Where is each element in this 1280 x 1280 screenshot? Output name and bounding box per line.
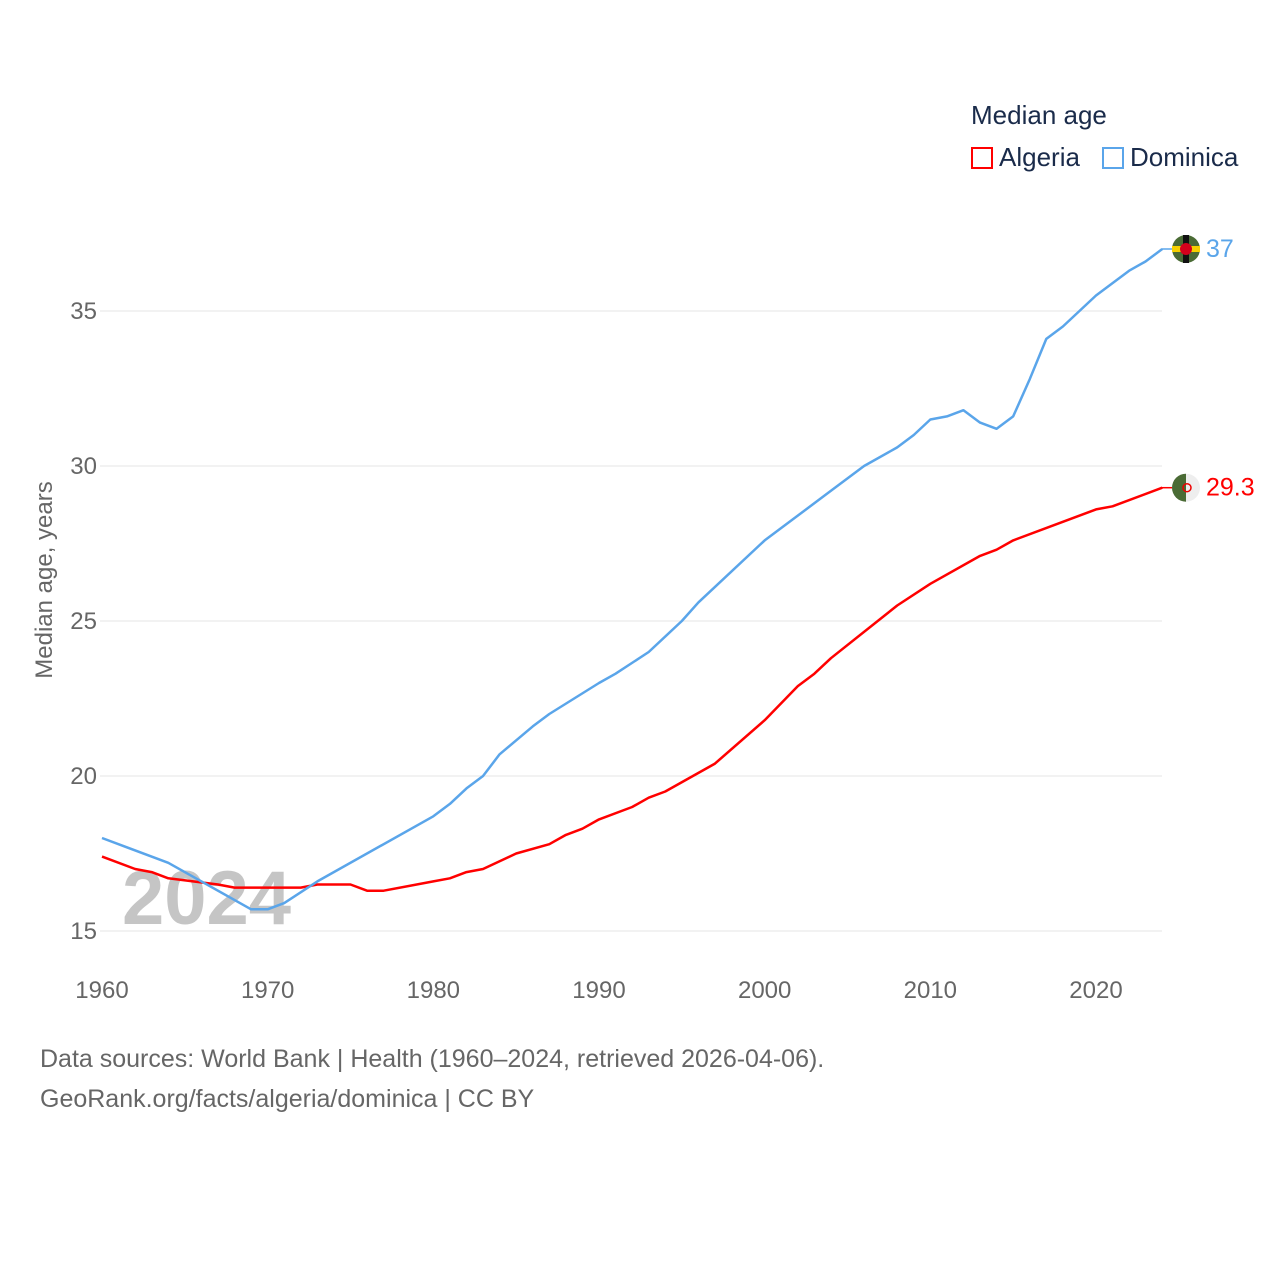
legend-swatch (971, 146, 993, 169)
data-source-note: Data sources: World Bank | Health (1960–… (40, 1045, 825, 1073)
y-tick-label: 30 (70, 453, 97, 480)
y-tick-label: 25 (70, 608, 97, 635)
year-watermark: 2024 (122, 856, 291, 941)
legend-item-dominica[interactable]: Dominica (1102, 142, 1238, 173)
legend-item-algeria[interactable]: Algeria (971, 142, 1080, 173)
y-axis-label: Median age, years (31, 481, 58, 678)
legend-label: Dominica (1130, 142, 1239, 172)
legend-label: Algeria (999, 142, 1080, 172)
end-value-label: 37 (1206, 235, 1234, 263)
x-tick-label: 1960 (75, 977, 128, 1004)
y-tick-label: 35 (70, 298, 97, 325)
end-value-label: 29.3 (1206, 474, 1255, 502)
source-link[interactable]: GeoRank.org/facts/algeria/dominica | CC … (40, 1085, 535, 1113)
flag-icon-dominica (1172, 235, 1200, 263)
x-tick-label: 1970 (241, 977, 294, 1004)
x-tick-label: 2010 (904, 977, 957, 1004)
x-tick-label: 1990 (572, 977, 625, 1004)
series-line-algeria (101, 486, 1163, 892)
x-tick-label: 2000 (738, 977, 791, 1004)
y-tick-label: 20 (70, 763, 97, 790)
flag-icon-algeria (1172, 473, 1200, 502)
x-tick-label: 1980 (407, 977, 460, 1004)
y-tick-label: 15 (70, 918, 97, 945)
legend-swatch (1102, 146, 1124, 169)
x-tick-label: 2020 (1069, 977, 1122, 1004)
legend-title: Median age (971, 100, 1107, 130)
series-line-dominica (101, 247, 1164, 911)
